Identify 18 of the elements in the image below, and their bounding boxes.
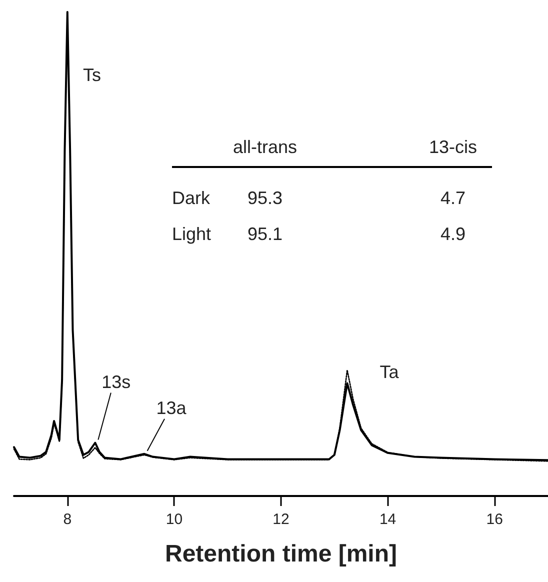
x-tick-label: 16 (486, 511, 503, 528)
annotation: Ta (380, 362, 400, 382)
x-tick-label: 10 (166, 511, 183, 528)
x-tick-label: 8 (63, 511, 72, 528)
annotation: Ts (83, 65, 101, 85)
annotation: Light (172, 222, 212, 246)
x-tick-label: 12 (272, 511, 290, 528)
annotation: 4.9 (439, 222, 467, 246)
annotation: Dark (172, 186, 212, 210)
annotation: 4.7 (439, 186, 467, 210)
annotation: 95.3 (246, 186, 284, 210)
annotation: 95.1 (246, 222, 284, 246)
annotation: all-trans (232, 136, 298, 158)
annotation: 13s (102, 372, 131, 392)
x-tick-label: 14 (379, 511, 396, 528)
x-axis-title: Retention time [min] (165, 540, 397, 568)
annotation: 13-cis (428, 136, 478, 158)
annotation: 13a (156, 398, 188, 418)
